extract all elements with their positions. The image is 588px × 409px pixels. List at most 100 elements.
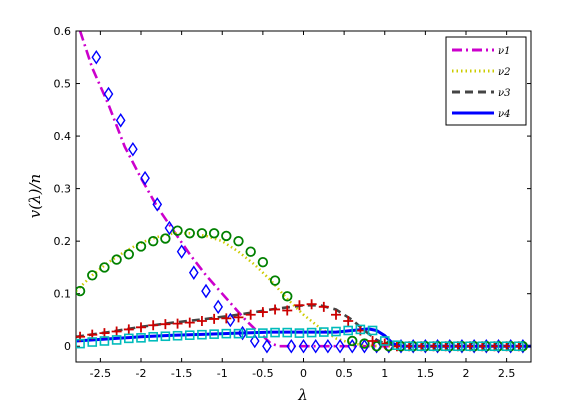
data-point-diamond xyxy=(469,338,479,354)
x-tick-label: 0 xyxy=(300,367,307,380)
data-point-square xyxy=(367,325,378,336)
legend: ν1 ν2 ν3 ν4 xyxy=(445,36,527,126)
data-point-diamond xyxy=(493,338,504,354)
data-point-square xyxy=(294,328,305,338)
legend-label-4: ν4 xyxy=(498,109,510,120)
data-point-square xyxy=(416,341,427,352)
data-point-diamond xyxy=(481,338,492,354)
data-point-circle xyxy=(99,262,110,273)
legend-label-3: ν3 xyxy=(498,88,510,99)
data-point-diamond xyxy=(444,338,455,354)
data-point-square xyxy=(355,324,366,335)
data-point-diamond xyxy=(249,333,260,349)
data-point-plus xyxy=(331,309,341,320)
data-point-circle xyxy=(172,225,183,236)
data-point-plus xyxy=(136,322,146,333)
data-point-circle xyxy=(184,228,195,239)
data-point-diamond xyxy=(115,113,126,128)
x-tick-label: 0.5 xyxy=(335,367,353,380)
data-point-diamond xyxy=(237,325,248,341)
data-point-square xyxy=(136,333,146,343)
data-point-diamond xyxy=(176,244,187,259)
data-point-diamond xyxy=(335,338,345,354)
data-point-diamond xyxy=(408,338,419,354)
data-point-square xyxy=(404,341,414,352)
data-point-square xyxy=(148,331,158,342)
data-point-plus xyxy=(123,324,134,335)
data-point-square xyxy=(282,327,293,338)
data-point-square xyxy=(331,326,341,337)
data-point-diamond xyxy=(128,141,138,157)
data-point-plus xyxy=(148,320,159,331)
data-point-diamond xyxy=(359,338,370,354)
data-point-diamond xyxy=(213,299,224,315)
data-point-diamond xyxy=(152,197,163,212)
data-point-diamond xyxy=(432,338,443,354)
data-point-plus xyxy=(111,326,122,337)
data-point-plus xyxy=(233,312,244,323)
y-axis: 0 0.1 0.2 0.3 0.4 0.5 0.6 xyxy=(54,25,531,353)
data-point-square xyxy=(489,341,500,352)
data-point-square xyxy=(124,333,134,344)
data-point-diamond xyxy=(396,338,406,354)
data-point-circle xyxy=(359,338,370,349)
data-point-plus xyxy=(343,316,354,327)
data-point-diamond xyxy=(518,338,528,354)
data-point-square xyxy=(343,325,353,336)
x-tick-label: 2.5 xyxy=(498,367,516,380)
data-point-diamond xyxy=(420,338,431,354)
data-point-circle xyxy=(147,235,159,247)
data-point-circle xyxy=(257,256,269,268)
data-point-square xyxy=(440,341,451,352)
legend-box xyxy=(445,36,527,126)
data-point-circle xyxy=(135,241,147,252)
data-point-diamond xyxy=(188,265,199,280)
data-point-square xyxy=(197,329,207,340)
x-tick-label: -2 xyxy=(136,367,147,380)
data-point-circle xyxy=(245,246,256,257)
data-point-square xyxy=(99,336,110,346)
data-point-plus xyxy=(270,304,281,315)
x-axis-label: λ xyxy=(297,386,308,404)
data-point-square xyxy=(514,341,524,352)
data-point-square xyxy=(428,341,439,352)
data-point-circle xyxy=(160,233,171,244)
data-point-plus xyxy=(209,313,220,324)
data-point-square xyxy=(184,330,195,341)
data-point-square xyxy=(453,341,463,352)
data-point-plus xyxy=(257,307,268,318)
data-point-square xyxy=(270,327,280,338)
x-tick-label: 2 xyxy=(463,367,470,380)
data-point-plus xyxy=(318,301,329,312)
y-tick-label: 0.6 xyxy=(54,25,72,38)
data-point-square xyxy=(209,329,219,339)
data-point-circle xyxy=(123,249,135,260)
data-point-diamond xyxy=(371,338,382,354)
data-point-square xyxy=(111,335,122,345)
data-point-circle xyxy=(111,254,122,265)
data-point-diamond xyxy=(323,338,333,354)
data-point-diamond xyxy=(91,50,102,65)
x-tick-label: 1.5 xyxy=(417,367,435,380)
data-point-plus xyxy=(196,316,207,327)
data-point-square xyxy=(160,331,171,342)
data-point-square xyxy=(477,341,488,352)
x-tick-label: -2.5 xyxy=(90,367,111,380)
data-point-diamond xyxy=(164,220,175,236)
data-point-diamond xyxy=(262,338,272,354)
data-point-square xyxy=(245,328,256,338)
legend-label-1: ν1 xyxy=(498,46,510,57)
series-markers-4 xyxy=(76,324,524,352)
x-tick-label: -1 xyxy=(217,367,228,380)
data-point-circle xyxy=(87,270,98,281)
data-point-diamond xyxy=(286,338,297,354)
data-point-plus xyxy=(282,305,293,316)
data-point-diamond xyxy=(201,283,211,299)
data-point-plus xyxy=(245,309,256,320)
data-point-diamond xyxy=(505,338,516,354)
data-point-diamond xyxy=(140,170,150,186)
data-point-square xyxy=(392,340,402,350)
data-point-circle xyxy=(208,228,220,239)
data-point-diamond xyxy=(457,338,467,354)
